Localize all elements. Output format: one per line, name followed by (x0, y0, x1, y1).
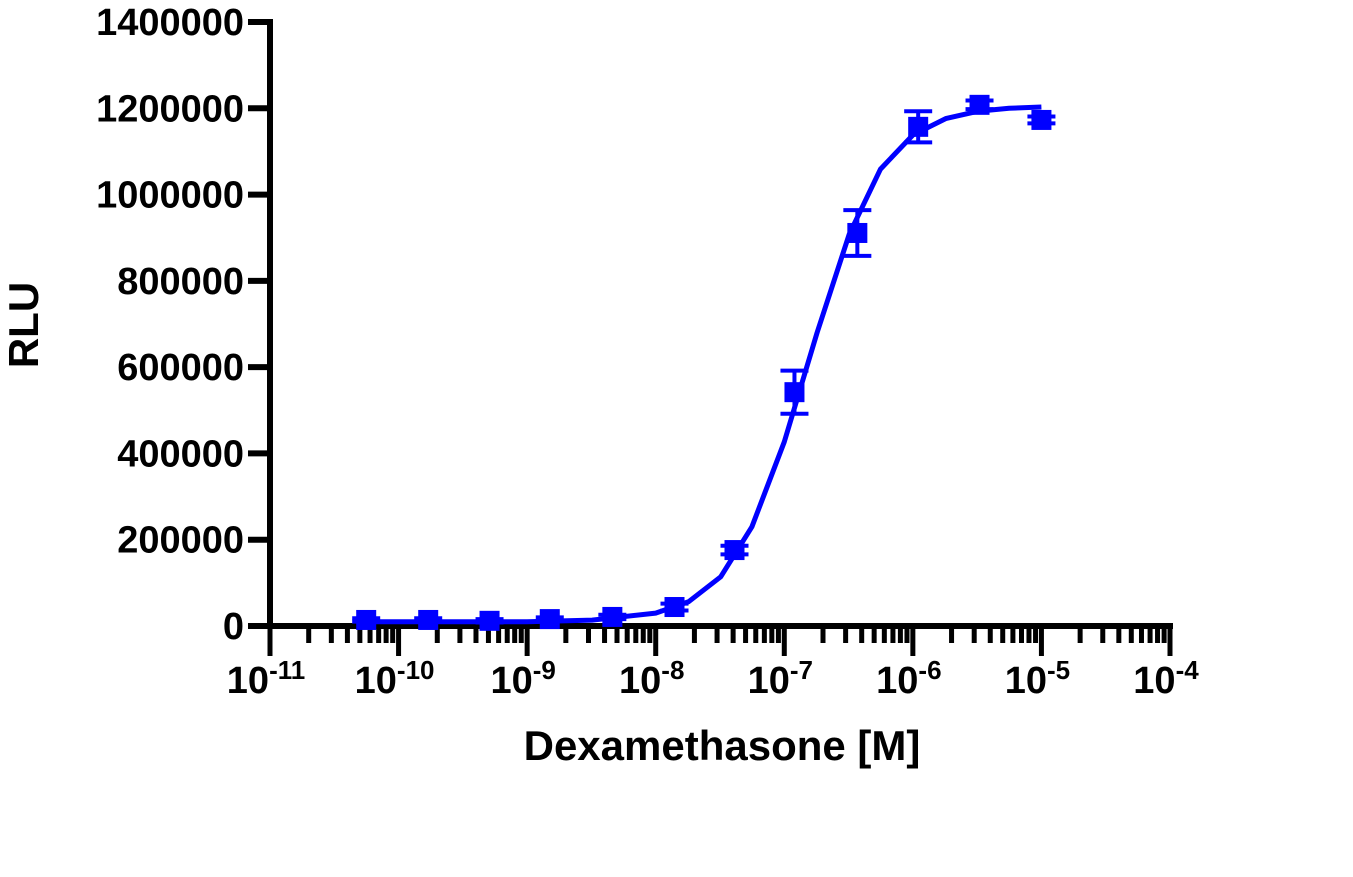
data-point (784, 382, 805, 403)
x-tick-base: 10 (1005, 660, 1047, 702)
data-point (724, 540, 745, 561)
x-tick-base: 10 (490, 660, 532, 702)
x-tick-base: 10 (619, 660, 661, 702)
y-tick-label: 0 (223, 606, 244, 648)
y-tick-label: 600000 (117, 347, 244, 389)
fit-curve (366, 104, 1042, 625)
x-tick-exponent: -9 (533, 655, 556, 685)
x-tick-label: 10-8 (619, 655, 684, 702)
x-tick-label: 10-11 (227, 655, 305, 702)
x-tick-base: 10 (876, 660, 918, 702)
x-tick-label: 10-10 (355, 655, 435, 702)
x-tick-label: 10-7 (748, 655, 813, 702)
x-tick-label: 10-5 (1005, 655, 1070, 702)
x-tick-base: 10 (355, 660, 397, 702)
y-tick-label: 800000 (117, 261, 244, 303)
y-axis-label: RLU (0, 282, 47, 368)
x-tick-base: 10 (1133, 660, 1175, 702)
x-tick-label: 10-4 (1133, 655, 1199, 702)
data-point (969, 94, 990, 115)
x-axis-label: Dexamethasone [M] (524, 722, 921, 769)
x-tick-exponent: -8 (661, 655, 684, 685)
data-point (418, 609, 439, 630)
y-tick-label: 200000 (117, 520, 244, 562)
x-tick-base: 10 (748, 660, 790, 702)
data-point (356, 609, 377, 630)
data-point (1031, 109, 1052, 130)
x-tick-exponent: -11 (269, 655, 305, 685)
data-point (908, 116, 929, 137)
data-point (664, 597, 685, 618)
x-tick-exponent: -6 (918, 655, 941, 685)
x-tick-exponent: -7 (790, 655, 813, 685)
x-tick-label: 10-9 (490, 655, 555, 702)
x-tick-base: 10 (227, 660, 269, 702)
data-point (602, 606, 623, 627)
x-tick-exponent: -10 (397, 655, 435, 685)
y-tick-label: 1200000 (96, 88, 244, 130)
y-tick-label: 1000000 (96, 175, 244, 217)
x-tick-exponent: -4 (1176, 655, 1200, 685)
data-point (539, 609, 560, 630)
x-tick-label: 10-6 (876, 655, 941, 702)
y-tick-label: 400000 (117, 433, 244, 475)
x-tick-exponent: -5 (1047, 655, 1070, 685)
data-point (479, 610, 500, 631)
y-tick-label: 1400000 (96, 2, 244, 44)
data-point (847, 222, 868, 243)
